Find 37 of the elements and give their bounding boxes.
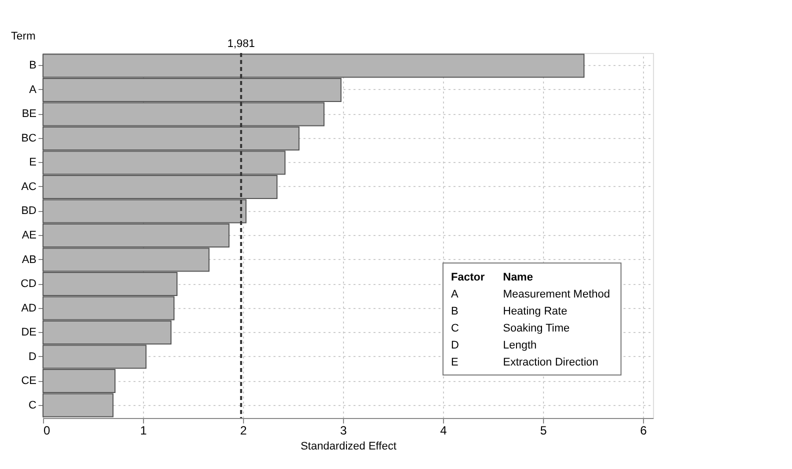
y-tick-label: DE (21, 326, 36, 339)
y-tick-label: BD (21, 205, 37, 218)
annotation: Name (503, 272, 533, 284)
annotation: Measurement Method (503, 288, 610, 300)
y-tick-label: E (29, 156, 36, 169)
x-tick-label: 5 (540, 424, 548, 438)
y-axis-title: Term (11, 30, 36, 42)
x-tick-label: 1 (140, 424, 148, 438)
x-tick-label: 3 (340, 424, 348, 438)
y-tick-label: CD (20, 278, 37, 290)
y-tick-label: A (29, 84, 38, 96)
annotation: C (451, 322, 459, 334)
y-tick-label: AC (21, 180, 37, 193)
annotation: E (451, 356, 458, 368)
annotation: A (451, 288, 459, 300)
x-tick-label: 4 (440, 424, 448, 438)
ref-line-label: 1,981 (227, 38, 255, 50)
y-tick-label: AE (22, 230, 36, 242)
y-tick-label: B (29, 60, 36, 72)
annotation: Soaking Time (503, 322, 570, 334)
x-tick-label: 6 (640, 424, 648, 438)
y-tick-label: AB (22, 254, 36, 266)
annotation: D (451, 340, 459, 352)
annotation: B (451, 306, 458, 318)
y-tick-label: BE (22, 108, 36, 120)
x-tick-label: 0 (44, 424, 50, 438)
annotation: Extraction Direction (503, 356, 598, 368)
y-tick-label: D (28, 350, 37, 363)
y-tick-label: CE (21, 375, 36, 388)
y-tick-label: C (28, 399, 37, 412)
x-tick-label: 2 (240, 424, 248, 438)
annotation: Factor (451, 272, 486, 284)
annotation: Heating Rate (503, 306, 568, 318)
annotation: Length (503, 340, 537, 352)
y-tick-label: AD (21, 302, 37, 314)
y-tick-label: BC (21, 132, 37, 144)
x-axis-title: Standardized Effect (300, 440, 396, 452)
